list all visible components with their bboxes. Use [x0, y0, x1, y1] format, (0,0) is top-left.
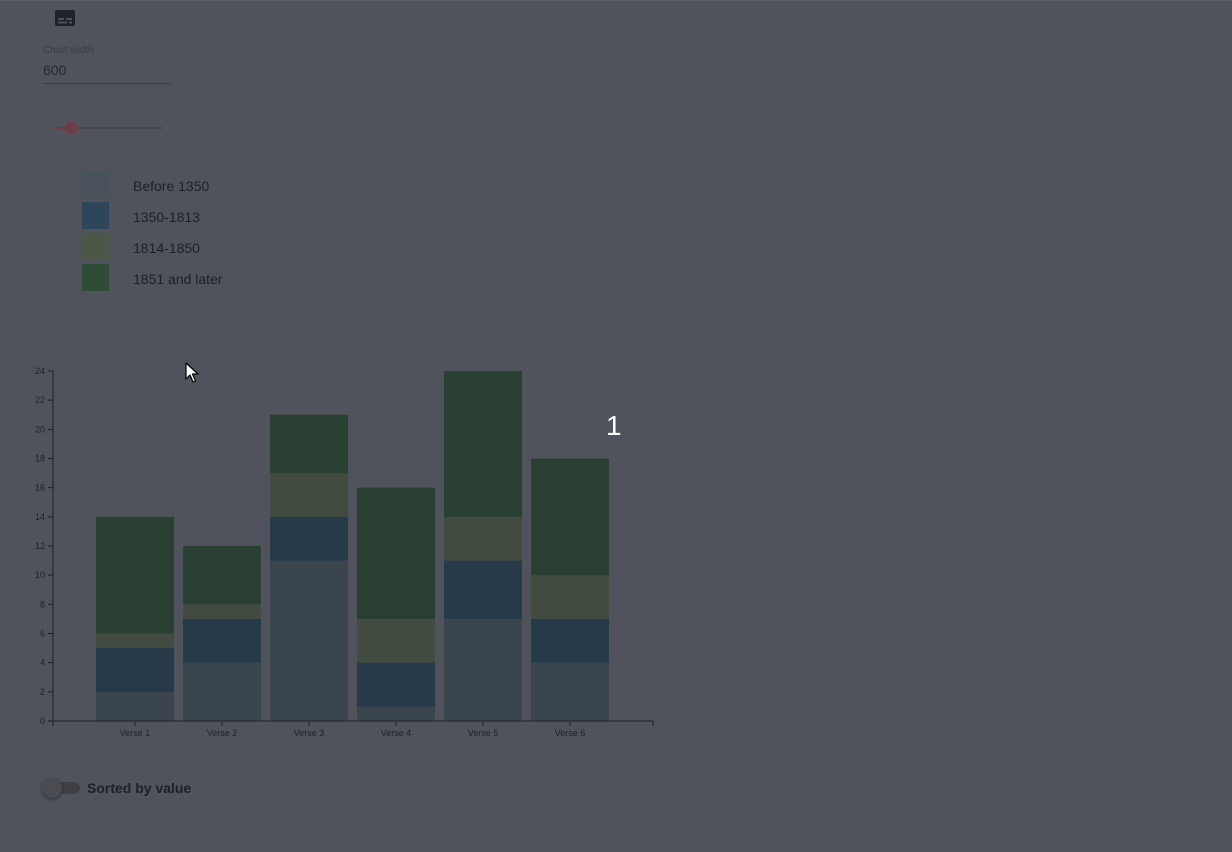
x-tick-label: Verse 4 [381, 728, 412, 738]
y-tick-label: 8 [40, 599, 45, 609]
slider-track-fill [51, 127, 72, 129]
x-tick-label: Verse 6 [555, 728, 586, 738]
bar-segment [96, 691, 174, 721]
bar-segment [270, 414, 348, 474]
bar-segment [96, 648, 174, 692]
subtitles-icon[interactable] [55, 10, 75, 26]
bar-segment [357, 487, 435, 619]
bar-segment [444, 618, 522, 721]
legend-swatch [82, 264, 109, 291]
bar-segment [357, 706, 435, 721]
page-number: 1 [606, 410, 622, 441]
y-tick-label: 12 [35, 541, 45, 551]
bar-segment [444, 371, 522, 517]
legend-label: Before 1350 [133, 178, 210, 194]
legend-swatch [82, 171, 109, 198]
bar-segment [183, 662, 261, 721]
bar-segment [357, 662, 435, 707]
chart-width-field: Chart width [43, 45, 171, 84]
y-tick-label: 6 [40, 629, 45, 639]
legend-swatch [82, 233, 109, 260]
x-tick-label: Verse 5 [468, 728, 499, 738]
y-tick-label: 14 [35, 512, 45, 522]
chart-width-input[interactable] [43, 59, 171, 84]
top-divider [0, 0, 1232, 1]
legend-swatch [82, 202, 109, 229]
bar-segment [270, 473, 348, 517]
chart-width-label: Chart width [43, 45, 94, 56]
bar-segment [270, 560, 348, 721]
bar-segment [96, 633, 174, 649]
bar-segment [531, 618, 609, 663]
y-tick-label: 0 [40, 716, 45, 726]
y-tick-label: 10 [35, 570, 45, 580]
sort-toggle-label: Sorted by value [87, 780, 192, 796]
bar-segment [183, 546, 261, 605]
y-tick-label: 16 [35, 483, 45, 493]
bar-segment [531, 662, 609, 721]
y-tick-label: 4 [40, 658, 45, 668]
mouse-cursor-icon [185, 362, 199, 384]
bar-segment [183, 604, 261, 619]
x-tick-label: Verse 1 [120, 728, 151, 738]
y-tick-label: 18 [35, 454, 45, 464]
bar-segment [357, 618, 435, 663]
slider-track[interactable] [51, 127, 163, 129]
y-tick-label: 24 [35, 366, 45, 376]
legend-label: 1851 and later [133, 271, 223, 287]
bar-segment [96, 516, 174, 634]
chart-width-slider[interactable] [51, 120, 163, 136]
stacked-bar-chart: Verse 1 Verse 2 Verse 3 Verse 4 Verse 5 Verse… [35, 366, 654, 738]
bar-segment [444, 516, 522, 561]
x-tick-label: Verse 3 [294, 728, 325, 738]
y-tick-label: 20 [35, 424, 45, 434]
y-tick-label: 22 [35, 395, 45, 405]
bar-segment [531, 575, 609, 619]
sort-toggle-thumb[interactable] [42, 778, 62, 798]
bar-segment [531, 458, 609, 576]
legend-label: 1814-1850 [133, 240, 200, 256]
bar-segment [444, 560, 522, 619]
x-tick-label: Verse 2 [207, 728, 238, 738]
y-tick-label: 2 [40, 687, 45, 697]
bar-segment [270, 516, 348, 561]
bar-segment [183, 618, 261, 663]
slider-thumb[interactable] [65, 122, 78, 134]
legend-label: 1350-1813 [133, 209, 200, 225]
